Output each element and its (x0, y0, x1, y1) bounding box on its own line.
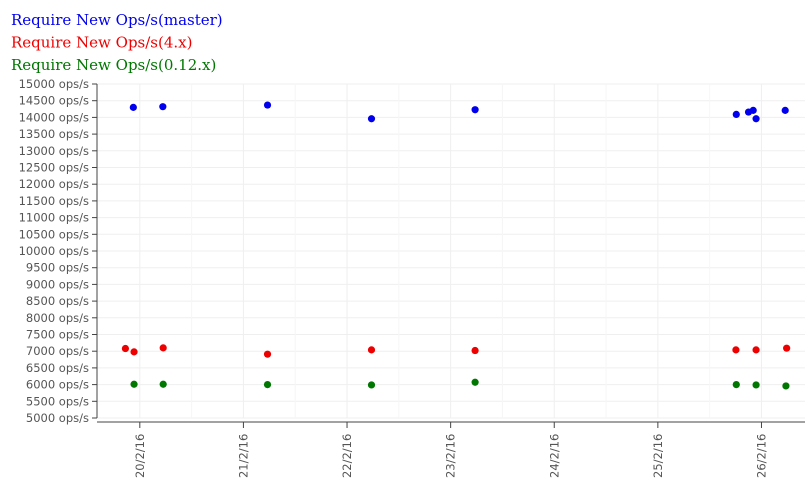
data-point-series-2 (367, 381, 376, 389)
y-tick-label: 10500 ops/s (19, 227, 89, 241)
legend-entry: Require New Ops/s(master) (11, 11, 223, 29)
y-tick-label: 14500 ops/s (19, 94, 89, 108)
y-tick-label: 9000 ops/s (26, 277, 89, 291)
data-point-series-2 (752, 381, 760, 389)
chart-grid (97, 83, 805, 419)
y-tick-label: 12000 ops/s (19, 177, 89, 191)
y-tick-label: 7500 ops/s (26, 328, 89, 342)
data-point-series-2 (782, 382, 790, 390)
x-tick-label: 26/2/16 (754, 434, 768, 478)
legend-entry: Require New Ops/s(0.12.x) (11, 56, 216, 74)
data-point-series-1 (130, 348, 138, 356)
y-tick-label: 8500 ops/s (26, 294, 89, 308)
x-tick-label: 22/2/16 (340, 434, 354, 478)
y-tick-label: 8000 ops/s (26, 311, 89, 325)
y-axis-ticks: 5000 ops/s 5500 ops/s 6000 ops/s 6500 ops/s… (19, 77, 97, 425)
data-point-series-1 (752, 346, 760, 354)
data-point-series-0 (159, 103, 167, 111)
data-point-series-2 (159, 380, 167, 388)
data-point-series-1 (732, 346, 740, 354)
data-points (121, 101, 791, 390)
y-tick-label: 7000 ops/s (26, 344, 89, 358)
data-point-series-0 (129, 103, 137, 111)
data-point-series-1 (263, 350, 272, 358)
y-tick-label: 9500 ops/s (26, 261, 89, 275)
y-tick-label: 6500 ops/s (26, 361, 89, 375)
data-point-series-0 (471, 106, 479, 114)
y-tick-label: 13000 ops/s (19, 144, 89, 158)
data-point-series-1 (783, 344, 791, 352)
y-tick-label: 11500 ops/s (19, 194, 89, 208)
data-point-series-2 (732, 381, 740, 389)
x-axis-ticks: 20/2/16 21/2/16 22/2/16 23/2/16 24/2/16 25/2/… (133, 422, 768, 478)
data-point-series-0 (367, 115, 376, 123)
data-point-series-2 (471, 378, 479, 386)
y-tick-label: 14000 ops/s (19, 110, 89, 124)
y-tick-label: 6000 ops/s (26, 378, 89, 392)
data-point-series-2 (263, 381, 272, 389)
y-tick-label: 5500 ops/s (26, 394, 89, 408)
y-tick-label: 5000 ops/s (26, 411, 89, 425)
data-point-series-0 (749, 106, 757, 114)
data-point-series-0 (732, 110, 740, 118)
data-point-series-1 (471, 346, 479, 355)
data-point-series-0 (263, 101, 272, 109)
y-tick-label: 15000 ops/s (19, 77, 89, 91)
data-point-series-2 (130, 380, 138, 388)
x-tick-label: 20/2/16 (133, 434, 147, 478)
x-tick-label: 21/2/16 (236, 434, 250, 478)
x-tick-label: 23/2/16 (444, 434, 458, 478)
data-point-series-0 (781, 106, 789, 114)
x-tick-label: 25/2/16 (651, 434, 665, 478)
y-tick-label: 10000 ops/s (19, 244, 89, 258)
x-tick-label: 24/2/16 (547, 434, 561, 478)
data-point-series-1 (367, 346, 376, 354)
chart-legend: Require New Ops/s(master) Require New Ops… (11, 11, 223, 74)
data-point-series-1 (159, 344, 167, 352)
data-point-series-1 (121, 344, 130, 353)
legend-entry: Require New Ops/s(4.x) (11, 34, 192, 52)
y-tick-label: 13500 ops/s (19, 127, 89, 141)
y-tick-label: 11000 ops/s (19, 211, 89, 225)
data-point-series-0 (752, 115, 760, 123)
y-tick-label: 12500 ops/s (19, 161, 89, 175)
